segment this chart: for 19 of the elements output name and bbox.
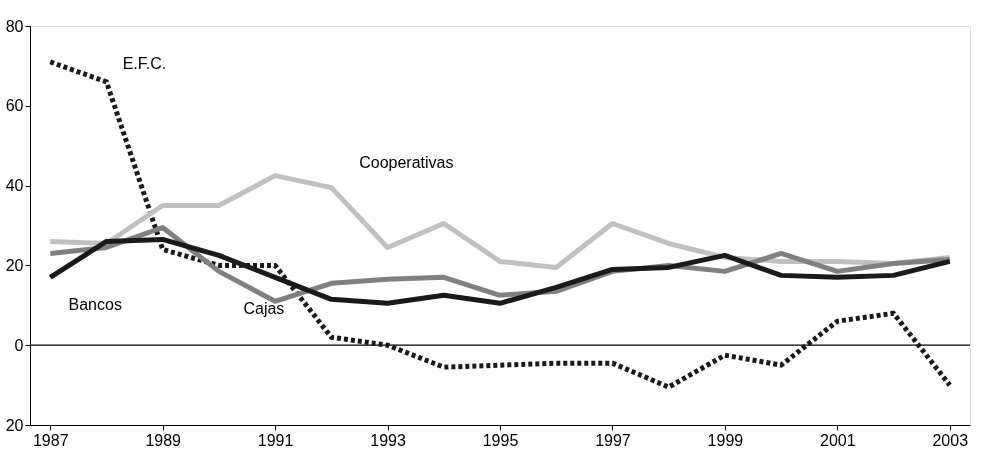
x-tick-label: 1989 [145,431,182,449]
y-tick-label: 20 [5,416,24,434]
series-label: Cooperativas [359,153,454,171]
x-tick-label: 1999 [707,431,744,449]
series-label: Bancos [68,296,122,314]
x-tick-label: 1995 [482,431,519,449]
series-label: E.F.C. [122,54,167,72]
y-tick-label: 20 [5,256,24,274]
x-tick-label: 1997 [595,431,631,449]
x-tick-label: 1987 [32,431,69,449]
x-tick-label: 2003 [932,431,969,449]
y-tick-label: 0 [14,336,24,354]
x-tick-label: 1991 [257,431,294,449]
y-tick-label: 40 [5,177,24,195]
y-tick-label: 80 [5,17,24,35]
x-tick-label: 1993 [370,431,406,449]
y-tick-label: 60 [5,97,24,115]
x-tick-label: 2001 [820,431,856,449]
series-label: Cajas [243,300,285,318]
